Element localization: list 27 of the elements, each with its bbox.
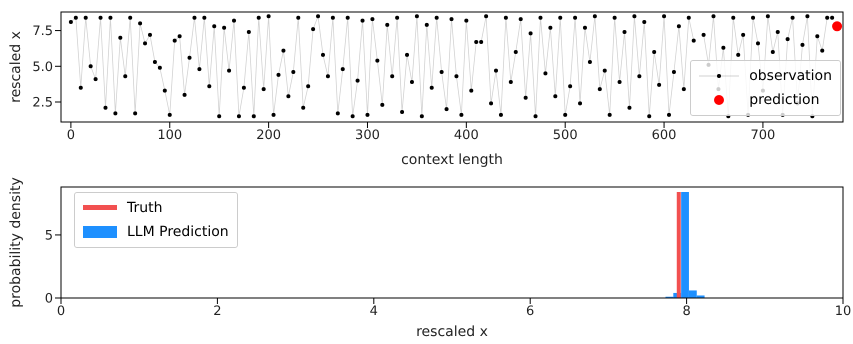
x-tick-label: 300 (355, 128, 380, 144)
y-tick-label: 0 (44, 292, 53, 307)
y-tick-label: 5.0 (32, 60, 53, 75)
x-tick-label: 200 (256, 128, 282, 144)
y-tick-label: 5 (44, 228, 53, 244)
legend-label: prediction (749, 92, 820, 108)
x-tick-label: 500 (552, 128, 578, 144)
x-axis-title: context length (401, 152, 503, 168)
x-tick-label: 700 (750, 128, 776, 144)
x-tick-label: 400 (454, 128, 479, 144)
legend-label: Truth (127, 200, 162, 216)
y-tick-label: 7.5 (32, 24, 53, 40)
x-tick-label: 2 (213, 304, 222, 320)
y-axis-title: rescaled x (8, 31, 24, 103)
y-tick-label: 2.5 (32, 96, 53, 111)
y-axis-title: probability density (8, 177, 24, 308)
x-tick-label: 10 (834, 304, 852, 320)
x-tick-label: 600 (652, 128, 676, 144)
x-tick-label: 4 (370, 304, 378, 320)
legend-label: LLM Prediction (127, 224, 229, 240)
x-tick-label: 8 (682, 304, 691, 320)
x-tick-label: 0 (66, 128, 76, 144)
x-tick-label: 6 (526, 304, 534, 320)
x-tick-label: 100 (157, 128, 182, 144)
legend-label: observation (749, 68, 832, 84)
x-axis-title: rescaled x (416, 324, 488, 340)
x-tick-label: 0 (56, 304, 66, 320)
